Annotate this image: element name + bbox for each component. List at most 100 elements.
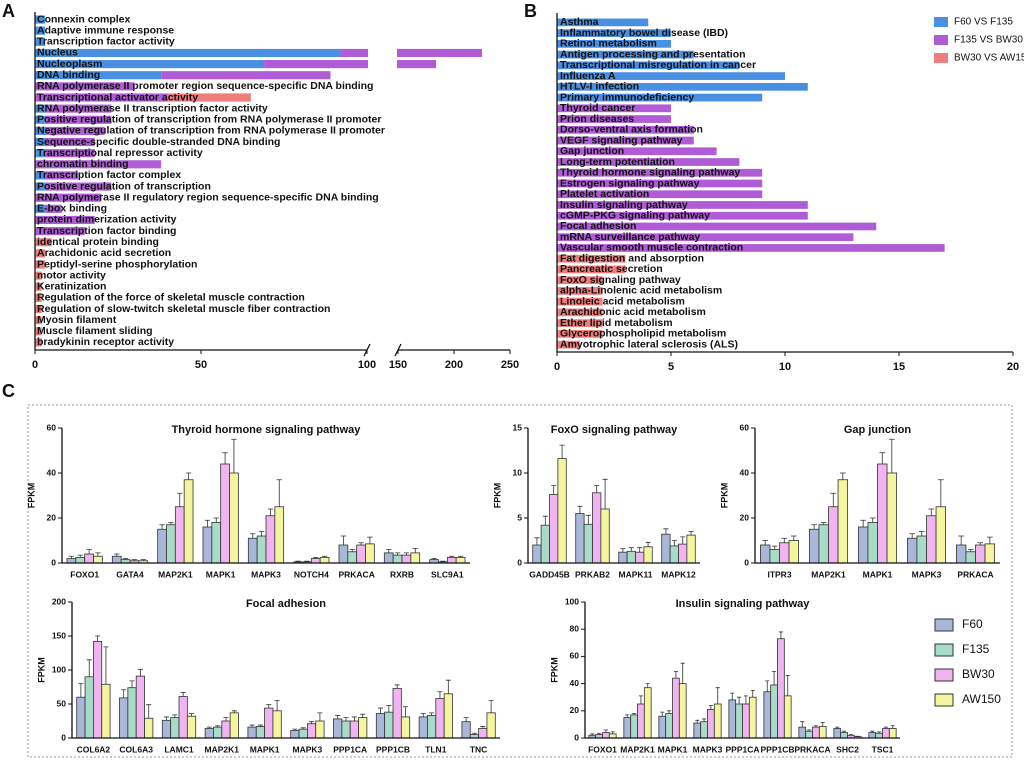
category-label: Myosin filament	[37, 314, 117, 326]
error-bar	[877, 731, 882, 734]
error-bar	[304, 560, 310, 562]
bar	[35, 215, 95, 225]
bar	[678, 543, 688, 564]
bar	[75, 556, 86, 564]
error-bar	[429, 712, 435, 716]
error-bar	[292, 728, 298, 731]
bar	[35, 93, 168, 102]
bar	[672, 677, 680, 739]
bar	[157, 528, 167, 564]
y-tick-label: 60	[47, 422, 57, 432]
category-label: Retinol metabolism	[560, 38, 657, 50]
bar	[557, 254, 626, 263]
bar	[557, 244, 945, 252]
bar	[707, 709, 715, 739]
bar	[435, 698, 445, 739]
x-tick-label: RXRB	[390, 569, 414, 579]
bar	[44, 204, 62, 213]
category-label: Thyroid hormone signaling pathway	[560, 167, 740, 179]
x-tick-label: 0	[554, 361, 560, 373]
error-bar	[163, 716, 169, 721]
category-label: Transcriptional activator activity	[37, 91, 198, 103]
x-tick-label: 5	[668, 361, 674, 373]
bar	[875, 732, 883, 739]
bar	[93, 641, 103, 739]
x-tick-label: 250	[501, 359, 519, 371]
y-tick-label: 40	[570, 678, 580, 688]
category-label: Regulation of slow-twitch skeletal muscl…	[37, 303, 330, 315]
panel-letter: B	[524, 1, 537, 21]
bar	[35, 260, 45, 269]
bar	[35, 316, 42, 325]
bar	[392, 687, 402, 739]
bar	[384, 711, 394, 739]
bar	[204, 728, 214, 739]
error-bar	[909, 533, 916, 539]
error-bar	[185, 472, 192, 480]
category-label: cGMP-PKG signaling pathway	[560, 210, 710, 222]
bar	[828, 506, 839, 564]
error-bar	[967, 549, 974, 552]
error-bar	[820, 721, 825, 727]
bar	[170, 717, 180, 739]
x-tick-label: GADD45B	[529, 569, 570, 579]
error-bar	[367, 536, 373, 544]
panel-letter: C	[2, 381, 15, 401]
error-bar	[215, 725, 221, 728]
error-bar	[276, 479, 282, 507]
x-tick-label: TNC	[470, 744, 487, 754]
category-label: Arachidonic acid secretion	[37, 247, 171, 259]
bar	[777, 638, 785, 739]
bar	[532, 544, 542, 564]
panel-letter: A	[2, 1, 15, 21]
bar	[686, 534, 696, 564]
error-bar	[602, 478, 608, 509]
bar	[592, 492, 602, 564]
bar	[837, 479, 849, 564]
error-bar	[879, 452, 886, 464]
bar	[35, 204, 45, 213]
bar	[44, 137, 95, 147]
bar	[93, 555, 103, 564]
x-tick-label: GATA4	[116, 569, 144, 579]
bar	[557, 125, 694, 134]
error-bar	[813, 725, 818, 728]
error-bar	[78, 683, 84, 698]
error-bar	[266, 704, 272, 709]
bar	[101, 683, 111, 739]
bar	[818, 726, 827, 739]
error-bar	[632, 713, 637, 715]
x-tick-label: MAPK3	[251, 569, 281, 579]
x-tick-label: MAPK3	[293, 744, 323, 754]
x-tick-label: PPP1CA	[725, 744, 759, 754]
bar	[926, 515, 937, 564]
axis-break	[368, 12, 397, 356]
bar	[600, 508, 610, 564]
bar	[127, 687, 137, 739]
error-bar	[628, 547, 634, 552]
y-tick-label: 5	[517, 512, 522, 522]
error-bar	[313, 556, 319, 559]
bar	[661, 533, 671, 564]
category-label: Fat digestion and absorption	[560, 252, 704, 264]
bar	[446, 556, 457, 564]
bar	[583, 523, 593, 564]
error-bar	[223, 717, 229, 721]
y-tick-label: 0	[61, 732, 66, 742]
error-bar	[928, 508, 935, 516]
bar	[338, 544, 349, 564]
error-bar	[121, 689, 127, 698]
bar	[161, 719, 172, 739]
bar	[341, 720, 351, 739]
bar	[557, 233, 854, 242]
category-label: Gap junction	[560, 145, 624, 157]
x-tick-label: MAPK1	[658, 744, 688, 754]
error-bar	[594, 485, 600, 493]
error-bar	[660, 711, 665, 717]
error-bar	[386, 549, 392, 553]
error-bar	[743, 695, 748, 704]
bar	[144, 717, 154, 739]
bar	[44, 149, 95, 158]
category-label: HTLV-I infection	[560, 81, 639, 93]
x-tick-label: PRKAB2	[575, 569, 610, 579]
